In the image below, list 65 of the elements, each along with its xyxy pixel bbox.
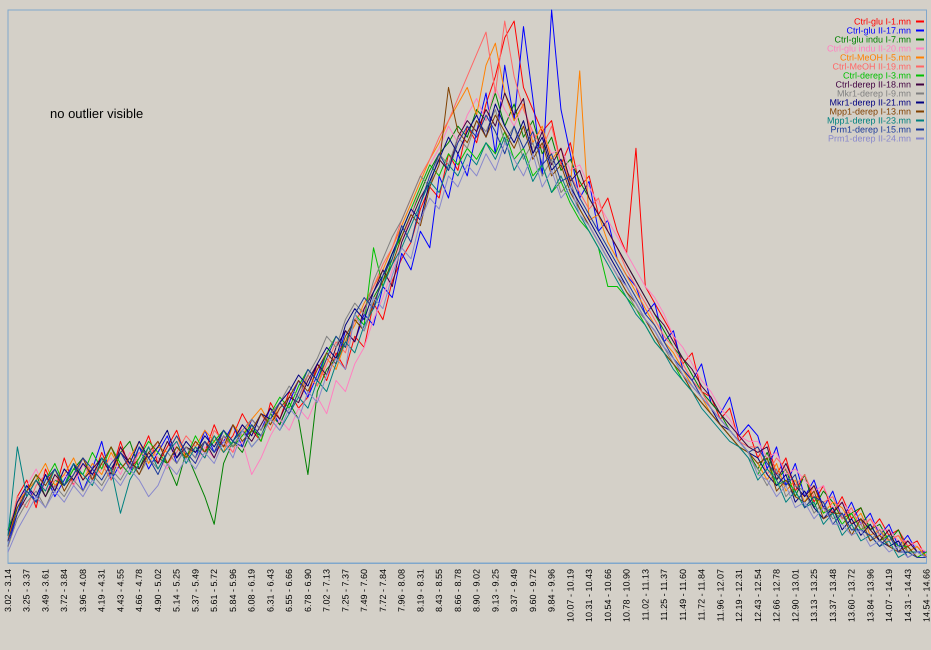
annotation: no outlier visible [50, 106, 144, 121]
x-tick-label: 4.43 - 4.55 [115, 569, 126, 612]
x-tick-label: 13.60 - 13.72 [846, 569, 857, 622]
x-tick-label: 10.54 - 10.66 [602, 569, 613, 622]
x-tick-label: 7.25 - 7.37 [340, 569, 350, 612]
x-tick-label: 3.96 - 4.08 [78, 569, 88, 612]
x-tick-label: 10.78 - 10.90 [622, 569, 632, 622]
legend-label: Mpp1-derep I-13.mn [829, 106, 911, 116]
legend-label: Ctrl-glu indu I-7.mn [834, 34, 911, 44]
x-tick-label: 4.66 - 4.78 [134, 569, 144, 612]
x-tick-label: 5.37 - 5.49 [190, 569, 200, 612]
x-tick-label: 13.13 - 13.25 [809, 569, 820, 622]
x-tick-label: 3.25 - 3.37 [22, 569, 32, 612]
x-tick-label: 6.78 - 6.90 [302, 569, 313, 612]
x-tick-label: 8.66 - 8.78 [452, 569, 463, 612]
x-tick-label: 7.96 - 8.08 [396, 569, 407, 612]
x-tick-label: 14.07 - 14.19 [884, 569, 894, 622]
x-tick-label: 4.90 - 5.02 [152, 569, 163, 612]
x-tick-label: 14.31 - 14.43 [902, 569, 913, 622]
x-tick-label: 8.43 - 8.55 [434, 569, 444, 612]
x-tick-label: 12.90 - 13.01 [790, 569, 800, 622]
legend-label: Mpp1-derep II-23.mn [826, 116, 911, 126]
x-tick-label: 7.49 - 7.60 [359, 569, 370, 612]
x-tick-label: 6.31 - 6.43 [265, 569, 276, 612]
legend-label: Ctrl-derep I-3.mn [842, 70, 911, 80]
x-tick-label: 3.02 - 3.14 [3, 569, 13, 612]
legend-label: Ctrl-glu I-1.mn [854, 16, 911, 26]
x-tick-label: 9.37 - 9.49 [509, 569, 520, 612]
x-tick-label: 12.43 - 12.54 [752, 569, 763, 622]
x-tick-label: 11.02 - 11.13 [640, 569, 650, 621]
x-tick-label: 9.13 - 9.25 [490, 569, 500, 612]
x-tick-label: 7.02 - 7.13 [322, 569, 332, 612]
x-tick-label: 14.54 - 14.66 [922, 569, 931, 622]
legend-label: Mkr1-derep I-9.mn [836, 88, 911, 98]
x-tick-label: 7.72 - 7.84 [378, 569, 388, 612]
x-tick-label: 3.49 - 3.61 [40, 569, 50, 612]
x-tick-label: 4.19 - 4.31 [96, 569, 107, 612]
x-tick-label: 8.90 - 9.02 [472, 569, 482, 612]
x-tick-label: 8.19 - 8.31 [415, 569, 426, 612]
x-tick-label: 13.37 - 13.48 [828, 569, 838, 622]
x-tick-label: 11.25 - 11.37 [659, 569, 670, 621]
x-tick-label: 11.49 - 11.60 [678, 569, 688, 621]
x-tick-label: 10.31 - 10.43 [584, 569, 594, 622]
legend-label: Ctrl-MeOH I-5.mn [840, 52, 911, 62]
x-tick-label: 5.14 - 5.25 [172, 569, 182, 612]
x-tick-label: 11.72 - 11.84 [696, 569, 707, 621]
x-tick-label: 11.96 - 12.07 [715, 569, 726, 622]
legend-label: Ctrl-glu indu II-20.mn [826, 44, 911, 54]
x-tick-label: 3.72 - 3.84 [59, 569, 70, 612]
x-tick-label: 5.61 - 5.72 [209, 569, 220, 612]
x-tick-label: 9.60 - 9.72 [528, 569, 538, 612]
x-tick-label: 6.55 - 6.66 [284, 569, 294, 612]
x-tick-label: 13.84 - 13.96 [865, 569, 876, 622]
x-tick-label: 10.07 - 10.19 [565, 569, 576, 622]
legend-label: Mkr1-derep II-21.mn [829, 98, 911, 108]
x-tick-label: 5.84 - 5.96 [228, 569, 238, 612]
legend-label: Ctrl-derep II-18.mn [835, 80, 911, 90]
legend-label: Prm1-derep II-24.mn [828, 134, 911, 144]
legend-label: Ctrl-glu II-17.mn [846, 26, 911, 36]
legend-label: Ctrl-MeOH II-19.mn [832, 62, 911, 72]
x-tick-label: 9.84 - 9.96 [546, 569, 557, 612]
x-tick-label: 6.08 - 6.19 [246, 569, 257, 612]
legend-label: Prm1-derep I-15.mn [830, 124, 911, 134]
x-tick-label: 12.19 - 12.31 [734, 569, 744, 622]
x-tick-label: 12.66 - 12.78 [772, 569, 782, 622]
